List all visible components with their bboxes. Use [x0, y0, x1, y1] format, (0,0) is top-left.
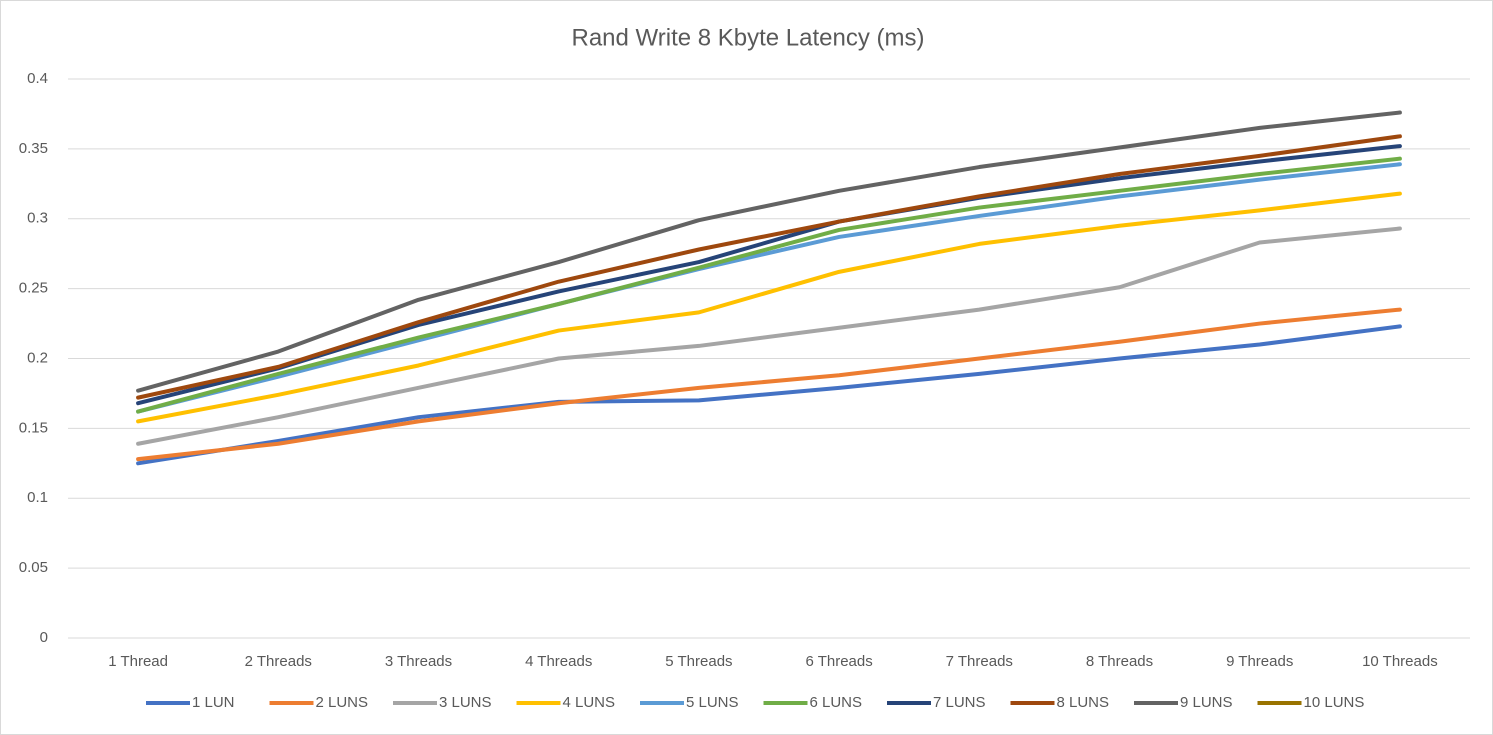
y-tick-label: 0.25: [19, 280, 48, 297]
y-tick-label: 0.3: [27, 210, 48, 227]
y-tick-label: 0.4: [27, 70, 48, 87]
x-tick-label: 8 Threads: [1086, 653, 1153, 670]
y-tick-label: 0.2: [27, 349, 48, 366]
x-tick-label: 5 Threads: [665, 653, 732, 670]
y-tick-label: 0.05: [19, 559, 48, 576]
legend-label: 4 LUNS: [563, 694, 616, 711]
legend-label: 8 LUNS: [1057, 694, 1110, 711]
y-tick-label: 0.35: [19, 140, 48, 157]
x-tick-label: 9 Threads: [1226, 653, 1293, 670]
series-line: [136, 162, 1402, 414]
legend-label: 6 LUNS: [810, 694, 863, 711]
legend-label: 7 LUNS: [933, 694, 986, 711]
x-tick-label: 4 Threads: [525, 653, 592, 670]
x-tick-label: 10 Threads: [1362, 653, 1438, 670]
chart-title: Rand Write 8 Kbyte Latency (ms): [571, 24, 924, 51]
y-tick-label: 0.15: [19, 419, 48, 436]
series-line: [136, 226, 1402, 446]
series-line: [136, 307, 1402, 462]
x-tick-label: 6 Threads: [805, 653, 872, 670]
legend-label: 3 LUNS: [439, 694, 492, 711]
legend-label: 5 LUNS: [686, 694, 739, 711]
x-tick-label: 2 Threads: [245, 653, 312, 670]
legend-label: 9 LUNS: [1180, 694, 1233, 711]
y-tick-label: 0.1: [27, 489, 48, 506]
legend-label: 1 LUN: [192, 694, 235, 711]
series-line: [136, 134, 1402, 400]
x-tick-label: 3 Threads: [385, 653, 452, 670]
legend-label: 10 LUNS: [1304, 694, 1365, 711]
legend-label: 2 LUNS: [316, 694, 369, 711]
x-tick-label: 1 Thread: [108, 653, 168, 670]
x-tick-label: 7 Threads: [946, 653, 1013, 670]
series-line: [136, 324, 1402, 466]
series-line: [136, 191, 1402, 424]
series-line: [136, 156, 1402, 414]
y-tick-label: 0: [40, 629, 48, 646]
series-line: [136, 110, 1402, 393]
